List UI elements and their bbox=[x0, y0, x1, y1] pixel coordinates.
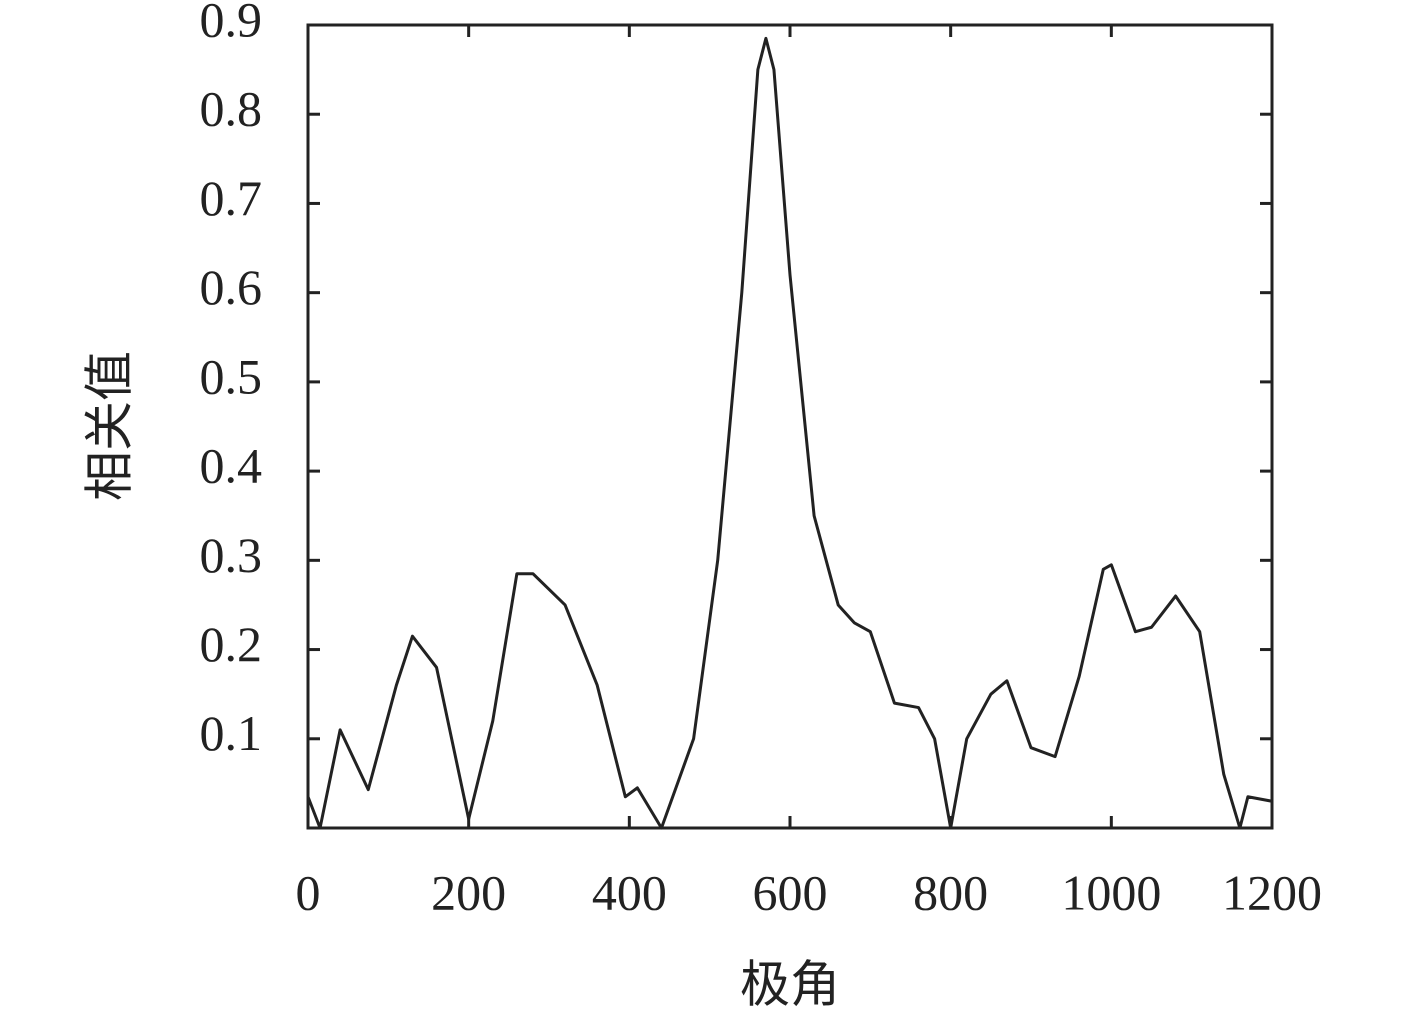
y-tick-label: 0.6 bbox=[200, 259, 263, 315]
x-tick-label: 1200 bbox=[1222, 864, 1322, 920]
y-tick-label: 0.2 bbox=[200, 616, 263, 672]
x-tick-label: 400 bbox=[592, 864, 667, 920]
x-axis-label: 极角 bbox=[740, 956, 840, 1012]
x-tick-label: 200 bbox=[431, 864, 506, 920]
y-tick-label: 0.7 bbox=[200, 170, 263, 226]
y-tick-label: 0.4 bbox=[200, 438, 263, 494]
x-tick-label: 800 bbox=[913, 864, 988, 920]
y-axis-label: 相关值 bbox=[81, 351, 137, 501]
y-tick-label: 0.9 bbox=[200, 0, 263, 47]
data-line bbox=[306, 36, 1273, 830]
x-tick-label: 0 bbox=[296, 864, 321, 920]
x-tick-label: 1000 bbox=[1061, 864, 1161, 920]
y-tick-label: 0.1 bbox=[200, 705, 263, 761]
x-tick-label: 600 bbox=[753, 864, 828, 920]
plot-frame bbox=[306, 23, 1274, 830]
y-tick-label: 0.8 bbox=[200, 81, 263, 137]
y-tick-label: 0.5 bbox=[200, 348, 263, 404]
y-tick-label: 0.3 bbox=[200, 527, 263, 583]
